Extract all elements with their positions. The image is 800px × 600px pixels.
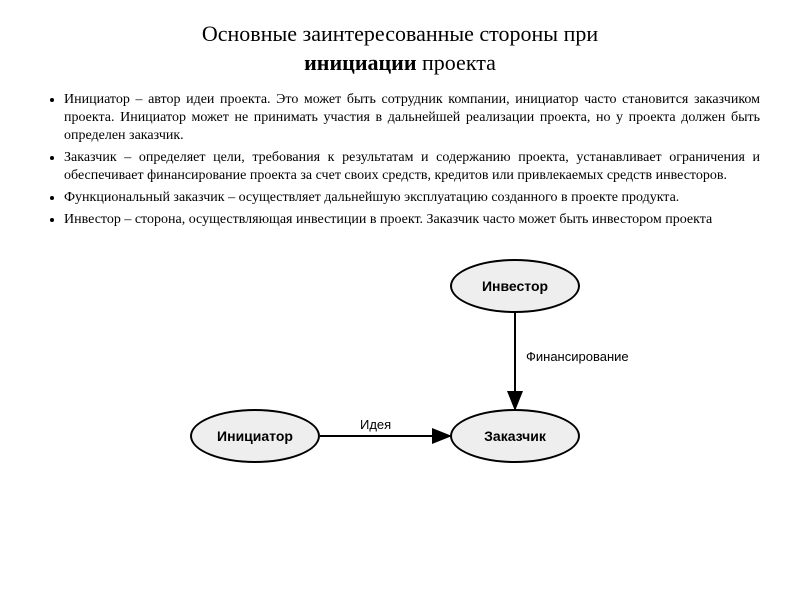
list-item: Заказчик – определяет цели, требования к… [64,149,760,185]
title-rest: проекта [417,50,496,75]
edge-idea-label: Идея [360,417,391,432]
node-label: Инвестор [482,278,548,294]
node-initiator: Инициатор [190,409,320,463]
stakeholder-diagram: Инвестор Инициатор Заказчик Идея Финанси… [170,249,630,489]
bullet-list: Инициатор – автор идеи проекта. Это може… [40,91,760,228]
title-bold: инициации [304,50,416,75]
list-item: Функциональный заказчик – осуществляет д… [64,189,760,207]
node-investor: Инвестор [450,259,580,313]
edge-finance-label: Финансирование [526,349,629,364]
title-line1: Основные заинтересованные стороны при [202,21,598,46]
node-customer: Заказчик [450,409,580,463]
list-item: Инвестор – сторона, осуществляющая инвес… [64,211,760,229]
list-item: Инициатор – автор идеи проекта. Это може… [64,91,760,145]
page-title: Основные заинтересованные стороны при ин… [40,20,760,77]
node-label: Заказчик [484,428,546,444]
node-label: Инициатор [217,428,293,444]
